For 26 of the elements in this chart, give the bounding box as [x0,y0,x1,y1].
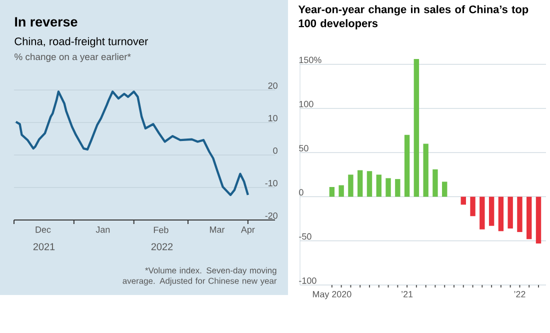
y-tick-label: -100 [299,277,316,284]
x-tick-label: Feb [154,226,168,234]
y-tick-label: 0 [299,189,304,196]
chart-title: Year-on-year change in sales of China’s top 100 developers [298,5,528,30]
y-axis-title: % change on a year earlier* [14,53,131,62]
y-tick-label: 20 [268,82,278,89]
x-tick-label: Apr [240,226,255,235]
y-tick-label: 100 [299,100,314,108]
chart-title: In reverse [15,17,78,27]
text: 2022 [151,243,173,250]
y-tick-label: -20 [265,212,278,219]
y-tick-label: 50 [299,145,308,152]
y-tick-label: -10 [265,180,278,186]
text: 2021 [33,243,55,250]
y-tick-label: 0 [273,147,278,154]
text: *Volume index. Seven-day moving average. Adjusted for Chinese new year [122,267,277,286]
x-tick-label: ’21 [402,291,413,298]
x-tick-label: Jan [96,226,110,233]
y-tick-label: 10 [268,114,278,122]
chart-subtitle: China, road-freight turnover [14,37,148,48]
x-tick-label: Mar [210,226,225,233]
y-tick-label: 150% [299,56,322,64]
y-tick-label: -50 [299,233,312,240]
x-tick-label: May 2020 [312,291,352,300]
x-tick-label: Dec [36,226,51,233]
x-tick-label: ’22 [514,291,526,298]
